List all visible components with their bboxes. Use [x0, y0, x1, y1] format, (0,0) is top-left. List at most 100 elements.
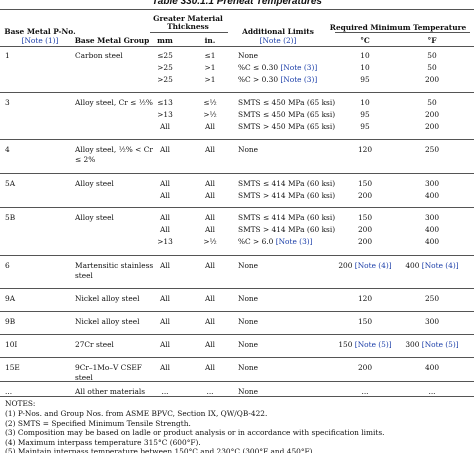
- title: Table 330.1.1 Preheat Temperatures: [152, 0, 322, 7]
- cell: SMTS ≤ 414 MPa (60 ksi): [238, 213, 336, 222]
- material: 9Cr–1Mo–V CSEF: [75, 363, 142, 372]
- cell: All: [204, 294, 216, 303]
- cell: 300: [424, 213, 440, 222]
- cell: ≤13: [157, 98, 173, 107]
- rule: [0, 396, 474, 397]
- header: Required Minimum Temperature: [329, 23, 467, 32]
- cell: >1: [204, 75, 216, 84]
- header: Base Metal P-No.: [4, 27, 76, 36]
- notes-heading: NOTES:: [5, 399, 36, 408]
- cell: 400: [424, 191, 440, 200]
- rule: [0, 92, 474, 93]
- cell: All: [159, 261, 171, 270]
- note: (1) P-Nos. and Group Nos. from ASME BPVC…: [5, 409, 268, 418]
- cell: All: [204, 340, 216, 349]
- cell: SMTS ≤ 450 MPa (65 ksi): [238, 110, 336, 119]
- header: Base Metal Group: [74, 36, 150, 45]
- cell: All: [204, 145, 216, 154]
- p-number: 5A: [5, 179, 16, 188]
- material: steel: [75, 271, 93, 280]
- note: (5) Maintain interpass temperature betwe…: [5, 447, 315, 453]
- p-number: 5B: [5, 213, 16, 222]
- cell: %C > 6.0 [Note (3)]: [238, 237, 313, 246]
- cell-text: 150: [338, 340, 353, 349]
- rule: [0, 173, 474, 174]
- cell: None: [238, 387, 259, 396]
- cell: 150 [Note (5)]: [338, 340, 391, 349]
- cell: None: [238, 340, 259, 349]
- cell: All: [159, 122, 171, 131]
- material: steel: [75, 373, 93, 382]
- cell: ≤½: [203, 98, 217, 107]
- cell-text: 200: [338, 261, 353, 270]
- cell: All: [204, 122, 216, 131]
- note-ref: [Note (4)]: [421, 261, 459, 270]
- p-number: 15E: [5, 363, 20, 372]
- cell: All: [159, 317, 171, 326]
- cell: All: [159, 294, 171, 303]
- cell: 400: [424, 237, 440, 246]
- cell: All: [204, 363, 216, 372]
- cell: All: [159, 340, 171, 349]
- rule: [0, 139, 474, 140]
- cell: 200: [357, 191, 373, 200]
- header: Greater Material: [153, 14, 223, 23]
- cell: 150: [357, 179, 373, 188]
- cell: All: [204, 261, 216, 270]
- cell: 95: [360, 122, 370, 131]
- p-number: ...: [5, 387, 13, 396]
- cell: All: [159, 145, 171, 154]
- cell: SMTS > 450 MPa (65 ksi): [238, 122, 336, 131]
- material: Nickel alloy steel: [75, 294, 140, 303]
- cell: %C > 0.30 [Note (3)]: [238, 75, 317, 84]
- cell: 400 [Note (4)]: [405, 261, 458, 270]
- cell: 50: [427, 51, 437, 60]
- material: Alloy steel: [75, 213, 114, 222]
- material: Alloy steel, Cr ≤ ½%: [75, 98, 153, 107]
- cell: ...: [361, 387, 369, 396]
- note: (4) Maximum interpass temperature 315°C …: [5, 437, 201, 447]
- rule: [150, 32, 228, 33]
- cell: %C ≤ 0.30 [Note (3)]: [238, 63, 317, 72]
- rule: [0, 255, 474, 256]
- header: Additional Limits: [242, 27, 314, 36]
- note-ref: [Note (5)]: [354, 340, 392, 349]
- cell: 200: [424, 75, 440, 84]
- cell: 50: [427, 98, 437, 107]
- cell: 120: [357, 294, 373, 303]
- cell: ...: [206, 387, 214, 396]
- rule: [0, 357, 474, 358]
- material: ≤ 2%: [75, 155, 96, 164]
- cell: 10: [360, 63, 370, 72]
- rule: [0, 334, 474, 335]
- cell: 200: [357, 237, 373, 246]
- cell: None: [238, 294, 259, 303]
- note-ref: [Note (5)]: [421, 340, 459, 349]
- cell: 250: [424, 294, 440, 303]
- cell-text: %C > 0.30: [238, 75, 279, 84]
- cell: All: [204, 191, 216, 200]
- material: Alloy steel, ½% < Cr: [75, 145, 153, 154]
- header: °C: [360, 36, 370, 45]
- cell: None: [238, 363, 259, 372]
- material: All other materials: [75, 387, 146, 396]
- cell: All: [204, 179, 216, 188]
- cell: All: [204, 225, 216, 234]
- cell: 400: [424, 363, 440, 372]
- cell: ...: [428, 387, 436, 396]
- cell: >13: [157, 110, 173, 119]
- rule: [335, 32, 470, 33]
- material: Martensitic stainless: [75, 261, 154, 270]
- cell: All: [204, 317, 216, 326]
- note-ref: [Note (3)]: [275, 237, 313, 246]
- note-ref: [Note (3)]: [280, 63, 318, 72]
- cell: >½: [203, 110, 217, 119]
- cell: 300: [424, 317, 440, 326]
- note-ref: [Note (2)]: [259, 36, 297, 45]
- cell: None: [238, 145, 259, 154]
- cell: SMTS > 414 MPa (60 ksi): [238, 225, 336, 234]
- cell: 150: [357, 317, 373, 326]
- note-ref: [Note (1)]: [21, 36, 59, 45]
- material: Alloy steel: [75, 179, 114, 188]
